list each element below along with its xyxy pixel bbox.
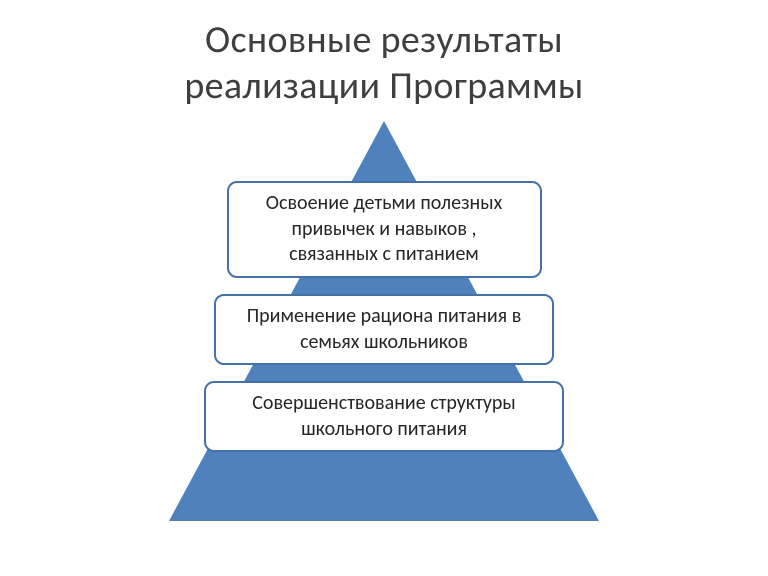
title-line-1: Основные результаты	[205, 17, 563, 63]
pyramid-box-1: Освоение детьми полезных привычек и навы…	[227, 181, 542, 278]
pyramid-box-2-label: Применение рациона питания в семьях школ…	[247, 304, 522, 354]
pyramid-box-3: Совершенствование структуры школьного пи…	[204, 381, 564, 452]
page-title: Основные результаты реализации Программы	[0, 0, 768, 109]
pyramid-box-1-label: Освоение детьми полезных привычек и навы…	[266, 191, 502, 266]
pyramid-box-3-label: Совершенствование структуры школьного пи…	[252, 391, 515, 441]
pyramid-box-2: Применение рациона питания в семьях школ…	[214, 294, 554, 365]
pyramid-boxes-container: Освоение детьми полезных привычек и навы…	[204, 181, 564, 468]
pyramid-diagram: Освоение детьми полезных привычек и навы…	[0, 121, 768, 561]
title-line-2: реализации Программы	[184, 63, 583, 109]
